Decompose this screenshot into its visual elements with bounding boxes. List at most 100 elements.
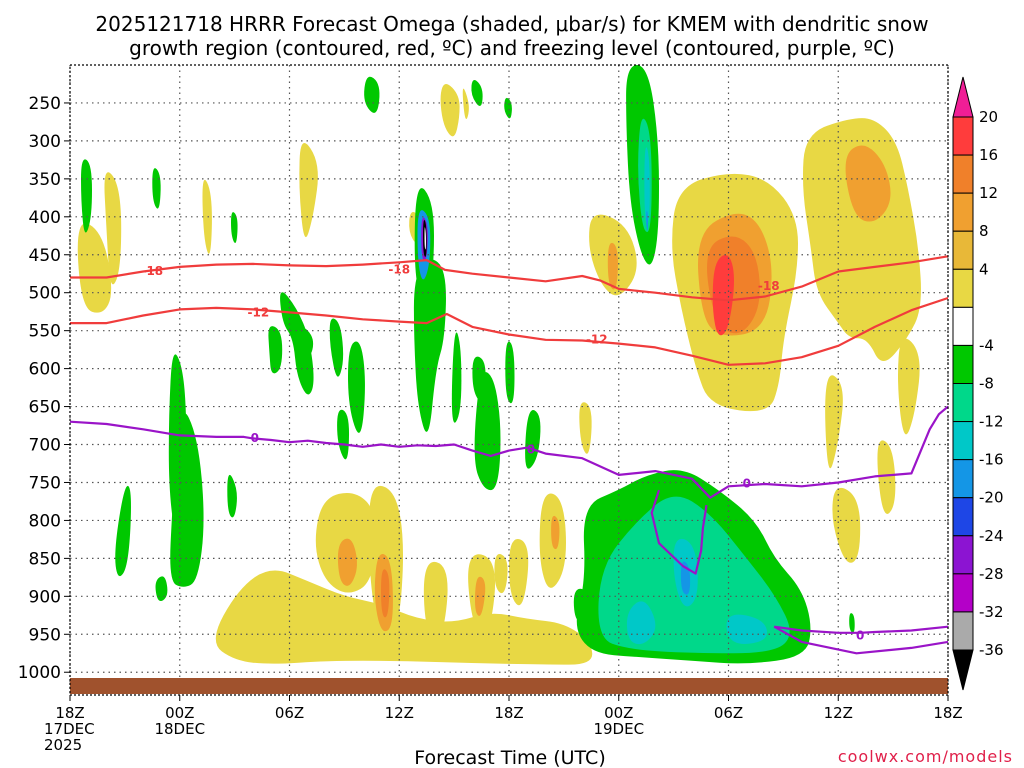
colorbar: 20 16 12 8 4 -4 -8 -12 -16 -20 -24 -28 -32 -36: [952, 76, 1004, 691]
omega-region: [215, 570, 593, 665]
omega-region: [462, 88, 469, 120]
colorbar-label: 4: [979, 260, 989, 278]
colorbar-label: -28: [979, 565, 1004, 583]
colorbar-segment: [952, 230, 974, 270]
y-tick-label: 550: [29, 322, 61, 342]
omega-region: [845, 145, 891, 222]
y-tick-label: 600: [29, 360, 61, 380]
y-tick-label: 300: [29, 132, 61, 152]
y-tick-label: 900: [29, 587, 61, 607]
omega-region: [832, 487, 861, 563]
red-contour-label: -12: [248, 306, 270, 320]
colorbar-label: 16: [979, 146, 998, 164]
omega-region: [509, 538, 529, 606]
omega-region: [303, 328, 314, 354]
red-contour-label: -18: [758, 279, 780, 293]
omega-region: [280, 292, 314, 395]
omega-region: [348, 341, 365, 433]
omega-region: [202, 179, 212, 254]
x-tick-label: 12Z: [385, 704, 414, 722]
y-tick-label: 450: [29, 246, 61, 266]
credit-text: coolwx.com/models: [838, 747, 1013, 766]
colorbar-label: 20: [979, 108, 998, 126]
y-tick-label: 750: [29, 473, 61, 493]
omega-region: [81, 159, 92, 233]
colorbar-segment: [952, 497, 974, 537]
y-tick-label: 1000: [18, 663, 61, 683]
colorbar-arrow-top: [952, 76, 974, 118]
red-contour-label: -18: [141, 264, 163, 278]
y-tick-label: 650: [29, 398, 61, 418]
x-axis-label: Forecast Time (UTC): [414, 747, 605, 768]
omega-region: [115, 485, 131, 577]
y-tick-label: 850: [29, 549, 61, 569]
chart-title-line2: growth region (contoured, red, ºC) and f…: [129, 36, 895, 60]
x-tick-label: 00Z: [165, 704, 194, 722]
colorbar-label: 8: [979, 222, 989, 240]
x-tick-label: 18Z: [933, 704, 962, 722]
omega-region: [474, 576, 486, 616]
x-tick-label: 06Z: [275, 704, 304, 722]
colorbar-label: -36: [979, 641, 1004, 659]
red-contour-line: [70, 255, 948, 302]
y-tick-label: 250: [29, 94, 61, 114]
omega-region: [424, 227, 426, 250]
omega-region: [104, 172, 122, 285]
purple-contour-line: [70, 405, 948, 499]
x-tick-label: 2025: [44, 736, 82, 754]
y-tick-label: 400: [29, 208, 61, 228]
colorbar-label: -16: [979, 451, 1004, 469]
omega-region: [898, 338, 920, 435]
x-tick-label: 18Z: [494, 704, 523, 722]
omega-region: [451, 332, 462, 423]
x-tick-label: 19DEC: [593, 720, 644, 738]
omega-region: [155, 576, 168, 602]
red-contour-label: -18: [388, 262, 410, 276]
red-contour-label: -12: [586, 332, 608, 346]
purple-contour-line: [773, 625, 948, 655]
colorbar-segment: [952, 383, 974, 423]
plot-frame: [69, 64, 949, 696]
omega-region: [579, 402, 592, 454]
colorbar-label: 12: [979, 184, 998, 202]
y-tick-label: 350: [29, 170, 61, 190]
omega-region: [152, 168, 161, 209]
x-tick-label: 17DEC: [44, 720, 95, 738]
omega-region: [525, 410, 541, 469]
contours: -18 -18 -18 -12 -12 0 0 0 0: [70, 255, 948, 655]
omega-region: [329, 318, 344, 377]
y-tick-label: 700: [29, 436, 61, 456]
omega-region: [268, 326, 283, 374]
omega-shading: [77, 65, 921, 665]
colorbar-segment: [952, 535, 974, 575]
omega-region: [170, 412, 204, 587]
omega-region: [227, 474, 237, 518]
colorbar-segment: [952, 154, 974, 194]
x-tick-label: 06Z: [714, 704, 743, 722]
omega-region: [364, 76, 380, 113]
terrain-band: [70, 678, 948, 694]
omega-region: [646, 210, 648, 231]
omega-region: [504, 97, 512, 119]
chart-title-line1: 2025121718 HRRR Forecast Omega (shaded, …: [95, 12, 928, 36]
omega-region: [381, 569, 390, 618]
x-tick-label: 18Z: [55, 704, 84, 722]
colorbar-segment: [952, 573, 974, 613]
omega-region: [474, 372, 501, 491]
omega-region: [877, 440, 896, 514]
y-tick-label: 950: [29, 625, 61, 645]
colorbar-label: -24: [979, 527, 1004, 545]
red-contour-line: [70, 296, 948, 366]
omega-region: [413, 259, 446, 432]
omega-region: [440, 84, 460, 137]
y-tick-label: 800: [29, 511, 61, 531]
colorbar-segment: [952, 344, 974, 384]
colorbar-segment: [952, 268, 974, 308]
purple-contour-label: 0: [856, 628, 864, 642]
omega-region: [644, 147, 650, 225]
omega-region: [505, 341, 515, 404]
colorbar-segment: [952, 611, 974, 651]
omega-region: [573, 588, 588, 622]
colorbar-label: -20: [979, 489, 1004, 507]
